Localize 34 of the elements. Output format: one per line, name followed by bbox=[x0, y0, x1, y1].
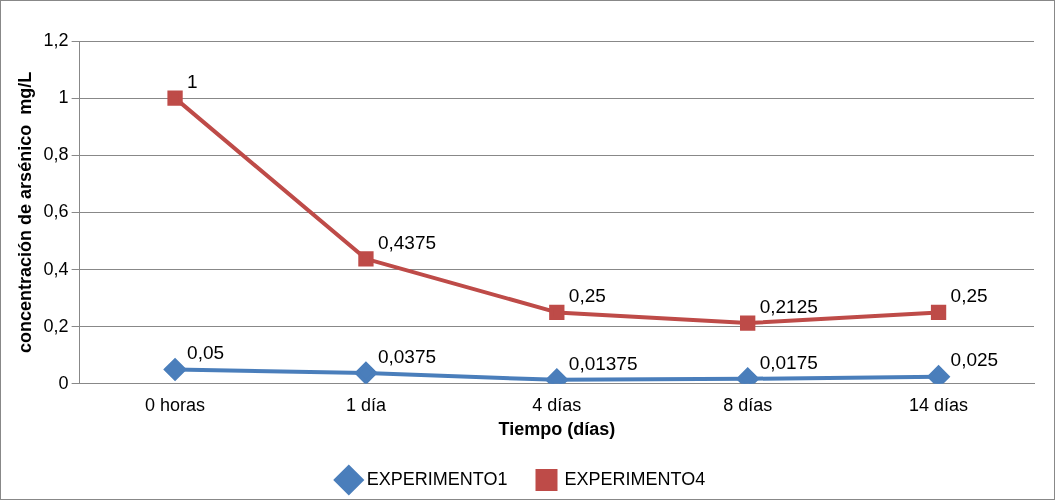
y-tick-label: 1,2 bbox=[43, 29, 69, 50]
point bbox=[354, 362, 377, 384]
data-label: 0,05 bbox=[187, 342, 225, 364]
x-tick-label: 8 días bbox=[723, 394, 773, 415]
x-tick-label: 1 día bbox=[345, 394, 387, 415]
point bbox=[927, 365, 950, 384]
point bbox=[164, 358, 187, 381]
y-tick-label: 1 bbox=[58, 87, 69, 108]
y-tick-label: 0 bbox=[58, 372, 69, 393]
x-tick-label: 14 días bbox=[909, 394, 969, 415]
point bbox=[930, 304, 947, 321]
data-label: 0,025 bbox=[950, 349, 999, 371]
y-axis-title: concentración de arsénico mg/L bbox=[14, 71, 35, 353]
data-label: 0,25 bbox=[950, 285, 988, 307]
legend-label: EXPERIMENTO1 bbox=[366, 468, 508, 489]
x-axis-title: Tiempo (días) bbox=[498, 419, 616, 440]
legend-label: EXPERIMENTO4 bbox=[564, 468, 706, 489]
x-tick-label: 4 días bbox=[532, 394, 582, 415]
data-label: 0,0175 bbox=[759, 351, 818, 373]
y-tick-label: 0,8 bbox=[43, 144, 69, 165]
data-label: 0,4375 bbox=[377, 231, 437, 253]
data-label: 0,2125 bbox=[759, 295, 818, 317]
y-tick-label: 0,4 bbox=[43, 258, 69, 279]
y-tick-label: 0,6 bbox=[43, 201, 69, 222]
point bbox=[167, 90, 183, 106]
data-label: 0,25 bbox=[568, 285, 606, 307]
data-label: 0,01375 bbox=[568, 352, 638, 374]
point bbox=[358, 251, 374, 267]
data-label: 1 bbox=[187, 70, 198, 92]
point bbox=[740, 315, 756, 331]
point bbox=[549, 304, 565, 321]
data-label: 0,0375 bbox=[377, 345, 437, 367]
y-tick-label: 0,2 bbox=[43, 315, 69, 336]
x-tick-label: 0 horas bbox=[145, 394, 206, 415]
